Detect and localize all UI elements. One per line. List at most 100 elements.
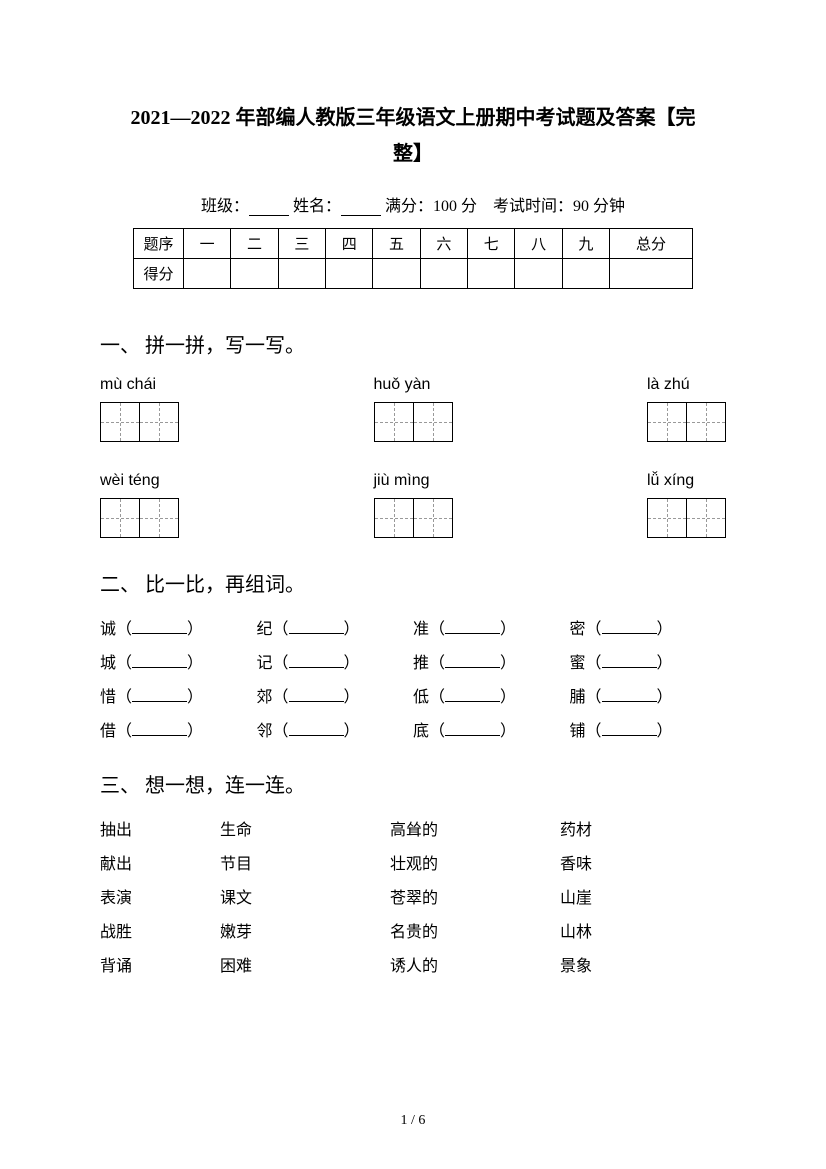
score-table: 题序 一 二 三 四 五 六 七 八 九 总分 得分 xyxy=(133,228,693,289)
char-boxes xyxy=(647,402,726,442)
name-blank[interactable] xyxy=(341,200,381,216)
answer-blank[interactable] xyxy=(132,688,187,702)
connect-row: 献出节目壮观的香味 xyxy=(100,850,726,874)
char-box[interactable] xyxy=(100,498,140,538)
pinyin-group: là zhú xyxy=(647,376,726,442)
fullscore-value: 100 分 xyxy=(433,198,477,215)
answer-blank[interactable] xyxy=(132,620,187,634)
connect-word: 高耸的 xyxy=(390,816,560,840)
char-box[interactable] xyxy=(374,498,414,538)
char-box[interactable] xyxy=(139,498,179,538)
answer-blank[interactable] xyxy=(132,722,187,736)
answer-blank[interactable] xyxy=(289,620,344,634)
pinyin-text: jiù mìng xyxy=(374,472,453,490)
score-cell[interactable] xyxy=(468,259,515,289)
score-cell[interactable] xyxy=(373,259,420,289)
exam-title: 2021—2022 年部编人教版三年级语文上册期中考试题及答案【完 整】 xyxy=(100,100,726,172)
close-paren: ） xyxy=(657,683,673,707)
header-cell: 二 xyxy=(231,229,278,259)
char-box[interactable] xyxy=(413,402,453,442)
header-cell: 九 xyxy=(562,229,609,259)
connect-word: 嫩芽 xyxy=(220,918,390,942)
close-paren: ） xyxy=(500,615,516,639)
connect-word: 困难 xyxy=(220,952,390,976)
answer-blank[interactable] xyxy=(602,620,657,634)
score-cell[interactable] xyxy=(231,259,278,289)
connect-row: 背诵困难诱人的景象 xyxy=(100,952,726,976)
char: 惜（ xyxy=(100,683,132,707)
answer-blank[interactable] xyxy=(132,654,187,668)
char: 城（ xyxy=(100,649,132,673)
connect-word: 生命 xyxy=(220,816,390,840)
answer-blank[interactable] xyxy=(445,620,500,634)
connect-word: 战胜 xyxy=(100,918,220,942)
close-paren: ） xyxy=(344,615,360,639)
compare-item: 邻（） xyxy=(257,717,414,741)
compare-item: 脯（ ） xyxy=(570,683,727,707)
close-paren: ） xyxy=(657,717,673,741)
pinyin-group: jiù mìng xyxy=(374,472,453,538)
char: 纪（ xyxy=(257,615,289,639)
header-cell: 总分 xyxy=(610,229,693,259)
page-number: 1 / 6 xyxy=(0,1113,826,1129)
pinyin-row-2: wèi téng jiù mìng lǚ xíng xyxy=(100,472,726,538)
examtime-value: 90 分钟 xyxy=(573,198,625,215)
char: 准（ xyxy=(413,615,445,639)
pinyin-group: mù chái xyxy=(100,376,179,442)
answer-blank[interactable] xyxy=(445,722,500,736)
answer-blank[interactable] xyxy=(445,654,500,668)
score-cell[interactable] xyxy=(515,259,562,289)
connect-word: 景象 xyxy=(560,952,592,976)
char-box[interactable] xyxy=(686,402,726,442)
close-paren: ） xyxy=(344,683,360,707)
score-cell[interactable] xyxy=(610,259,693,289)
char: 低（ xyxy=(413,683,445,707)
char-box[interactable] xyxy=(686,498,726,538)
char-box[interactable] xyxy=(647,402,687,442)
score-cell[interactable] xyxy=(278,259,325,289)
char-box[interactable] xyxy=(413,498,453,538)
answer-blank[interactable] xyxy=(602,688,657,702)
char: 记（ xyxy=(257,649,289,673)
char-box[interactable] xyxy=(374,402,414,442)
connect-word: 背诵 xyxy=(100,952,220,976)
connect-row: 抽出生命高耸的药材 xyxy=(100,816,726,840)
answer-blank[interactable] xyxy=(445,688,500,702)
answer-blank[interactable] xyxy=(289,688,344,702)
answer-blank[interactable] xyxy=(289,722,344,736)
answer-blank[interactable] xyxy=(602,654,657,668)
char-box[interactable] xyxy=(100,402,140,442)
connect-word: 药材 xyxy=(560,816,592,840)
score-cell[interactable] xyxy=(326,259,373,289)
compare-item: 底（） xyxy=(413,717,570,741)
char: 密（ xyxy=(570,615,602,639)
header-cell: 七 xyxy=(468,229,515,259)
char: 脯（ xyxy=(570,683,602,707)
score-cell[interactable] xyxy=(562,259,609,289)
close-paren: ） xyxy=(500,683,516,707)
connect-word: 山崖 xyxy=(560,884,592,908)
answer-blank[interactable] xyxy=(602,722,657,736)
pinyin-text: huǒ yàn xyxy=(374,376,453,394)
pinyin-text: là zhú xyxy=(647,376,726,394)
connect-row: 表演课文苍翠的山崖 xyxy=(100,884,726,908)
pinyin-row-1: mù chái huǒ yàn là zhú xyxy=(100,376,726,442)
char: 推（ xyxy=(413,649,445,673)
compare-item: 借（） xyxy=(100,717,257,741)
class-blank[interactable] xyxy=(249,200,289,216)
compare-item: 城（） xyxy=(100,649,257,673)
score-cell[interactable] xyxy=(184,259,231,289)
char-box[interactable] xyxy=(647,498,687,538)
answer-blank[interactable] xyxy=(289,654,344,668)
char-box[interactable] xyxy=(139,402,179,442)
char: 蜜（ xyxy=(570,649,602,673)
close-paren: ） xyxy=(344,649,360,673)
compare-row: 诚（）纪（）准（）密（） xyxy=(100,615,726,639)
section3-rows: 抽出生命高耸的药材献出节目壮观的香味表演课文苍翠的山崖战胜嫩芽名贵的山林背诵困难… xyxy=(100,816,726,976)
header-cell: 题序 xyxy=(134,229,184,259)
pinyin-group: wèi téng xyxy=(100,472,179,538)
connect-word: 抽出 xyxy=(100,816,220,840)
pinyin-text: wèi téng xyxy=(100,472,179,490)
score-cell[interactable] xyxy=(420,259,467,289)
compare-row: 借（）邻（）底（）铺（） xyxy=(100,717,726,741)
